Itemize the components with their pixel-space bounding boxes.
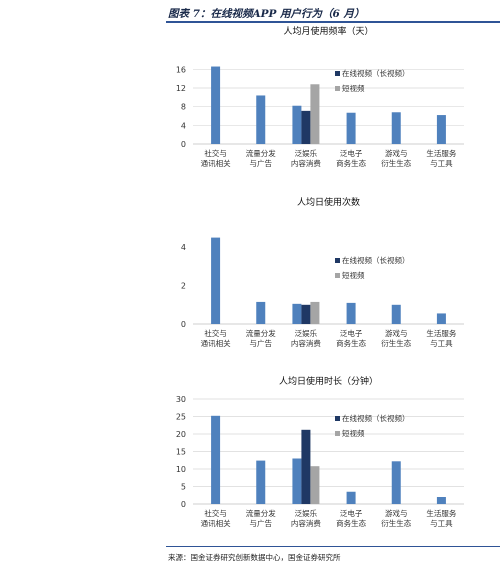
x-tick-label: 商务生态 bbox=[336, 518, 366, 528]
legend-label: 短视频 bbox=[342, 428, 365, 438]
bar-category bbox=[256, 460, 266, 504]
x-tick-label: 泛电子 bbox=[340, 508, 363, 518]
x-tick-label: 生活服务 bbox=[426, 148, 456, 158]
legend-label: 短视频 bbox=[342, 83, 365, 93]
legend-label: 短视频 bbox=[342, 270, 365, 280]
x-tick-label: 流量分发 bbox=[246, 148, 276, 158]
x-tick-label: 流量分发 bbox=[246, 508, 276, 518]
bar-category bbox=[391, 304, 401, 324]
legend-label: 在线视频（长视频） bbox=[342, 413, 410, 423]
bar-long-video bbox=[301, 304, 311, 324]
x-tick-label: 商务生态 bbox=[336, 158, 366, 168]
y-tick-label: 20 bbox=[176, 430, 186, 439]
x-tick-label: 与广告 bbox=[250, 518, 273, 528]
x-tick-label: 通讯相关 bbox=[201, 518, 231, 528]
bar-category bbox=[346, 302, 356, 324]
bar-long-video bbox=[301, 110, 311, 144]
legend-swatch bbox=[335, 431, 340, 436]
x-tick-label: 与广告 bbox=[250, 338, 273, 348]
x-tick-label: 与工具 bbox=[430, 519, 453, 528]
figure-title: 图表 7：在线视频APP 用户行为（6 月） bbox=[168, 8, 365, 20]
bar-long-video bbox=[301, 429, 311, 504]
bar-category bbox=[346, 491, 356, 504]
x-tick-label: 生活服务 bbox=[426, 508, 456, 518]
x-tick-label: 流量分发 bbox=[246, 328, 276, 338]
legend-swatch bbox=[335, 273, 340, 278]
bar-category bbox=[211, 237, 221, 324]
x-tick-label: 与工具 bbox=[430, 339, 453, 348]
x-tick-label: 生活服务 bbox=[426, 328, 456, 338]
bar-short-video bbox=[310, 301, 320, 324]
y-tick-label: 4 bbox=[181, 243, 186, 252]
legend-swatch bbox=[335, 258, 340, 263]
x-tick-label: 与广告 bbox=[250, 158, 273, 168]
x-tick-label: 内容消费 bbox=[291, 338, 321, 348]
source-note: 来源：国金证券研究创新数据中心，国金证券研究所 bbox=[168, 553, 341, 562]
legend-swatch bbox=[335, 86, 340, 91]
bar-category bbox=[292, 105, 302, 144]
bar-short-video bbox=[310, 466, 320, 504]
chart-title: 人均日使用次数 bbox=[297, 196, 360, 208]
x-tick-label: 通讯相关 bbox=[201, 158, 231, 168]
x-tick-label: 游戏与 bbox=[385, 148, 408, 158]
x-tick-label: 商务生态 bbox=[336, 338, 366, 348]
y-tick-label: 15 bbox=[176, 448, 186, 457]
x-tick-label: 泛娱乐 bbox=[295, 328, 318, 338]
y-tick-label: 0 bbox=[181, 320, 186, 329]
y-tick-label: 12 bbox=[176, 84, 186, 93]
x-tick-label: 衍生生态 bbox=[381, 518, 411, 528]
bar-category bbox=[391, 112, 401, 144]
bar-category bbox=[391, 461, 401, 504]
x-tick-label: 内容消费 bbox=[291, 518, 321, 528]
source-rule bbox=[166, 546, 500, 547]
legend-label: 在线视频（长视频） bbox=[342, 68, 410, 78]
bar-category bbox=[436, 497, 446, 504]
bar-category bbox=[211, 415, 221, 504]
legend-label: 在线视频（长视频） bbox=[342, 255, 410, 265]
bar-category bbox=[346, 112, 356, 144]
bar-category bbox=[256, 95, 266, 144]
title-rule bbox=[166, 21, 500, 23]
x-tick-label: 游戏与 bbox=[385, 508, 408, 518]
bar-category bbox=[211, 66, 221, 144]
bar-category bbox=[292, 303, 302, 324]
y-tick-label: 4 bbox=[181, 121, 186, 130]
y-tick-label: 0 bbox=[181, 500, 186, 509]
x-tick-label: 泛娱乐 bbox=[295, 508, 318, 518]
bar-category bbox=[292, 458, 302, 504]
y-tick-label: 8 bbox=[181, 103, 186, 112]
x-tick-label: 衍生生态 bbox=[381, 158, 411, 168]
x-tick-label: 游戏与 bbox=[385, 328, 408, 338]
y-tick-label: 30 bbox=[176, 395, 186, 404]
bar-category bbox=[256, 301, 266, 324]
bar-category bbox=[436, 115, 446, 144]
x-tick-label: 泛娱乐 bbox=[295, 148, 318, 158]
y-tick-label: 10 bbox=[176, 465, 186, 474]
y-tick-label: 25 bbox=[176, 413, 186, 422]
y-tick-label: 16 bbox=[176, 65, 186, 74]
x-tick-label: 内容消费 bbox=[291, 158, 321, 168]
y-tick-label: 5 bbox=[181, 483, 186, 492]
x-tick-label: 社交与 bbox=[204, 148, 227, 158]
x-tick-label: 社交与 bbox=[204, 328, 227, 338]
x-tick-label: 泛电子 bbox=[340, 328, 363, 338]
x-tick-label: 通讯相关 bbox=[201, 338, 231, 348]
x-tick-label: 与工具 bbox=[430, 159, 453, 168]
legend-swatch bbox=[335, 71, 340, 76]
legend-swatch bbox=[335, 416, 340, 421]
y-tick-label: 2 bbox=[181, 282, 186, 291]
x-tick-label: 社交与 bbox=[204, 508, 227, 518]
bar-category bbox=[436, 313, 446, 324]
y-tick-label: 0 bbox=[181, 140, 186, 149]
x-tick-label: 泛电子 bbox=[340, 148, 363, 158]
chart-title: 人均日使用时长（分钟） bbox=[279, 375, 378, 387]
bar-short-video bbox=[310, 84, 320, 144]
chart-title: 人均月使用频率（天） bbox=[283, 25, 373, 37]
x-tick-label: 衍生生态 bbox=[381, 338, 411, 348]
